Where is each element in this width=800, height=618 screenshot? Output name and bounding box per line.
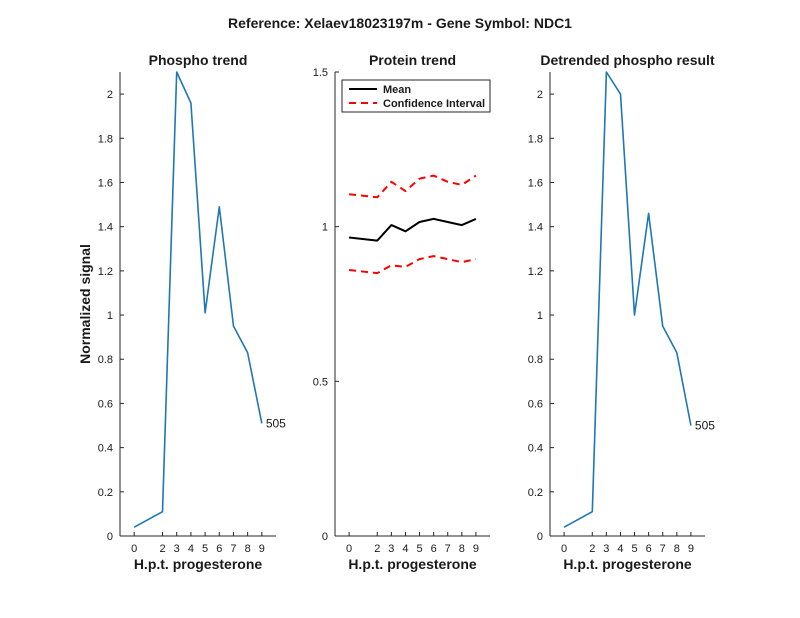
x-tick-label: 7	[660, 543, 666, 555]
x-axis-label: H.p.t. progesterone	[348, 556, 477, 572]
y-tick-label: 0.5	[313, 376, 328, 388]
legend-box	[341, 79, 491, 113]
panel-title: Phospho trend	[149, 52, 248, 68]
x-tick-label: 4	[188, 543, 194, 555]
x-tick-label: 0	[131, 543, 137, 555]
x-tick-label: 0	[561, 543, 567, 555]
x-tick-label: 0	[346, 543, 352, 555]
x-axis-label: H.p.t. progesterone	[134, 556, 263, 572]
x-tick-label: 2	[159, 543, 165, 555]
x-tick-label: 3	[603, 543, 609, 555]
y-tick-label: 0.8	[98, 354, 113, 366]
y-tick-label: 0	[537, 531, 543, 543]
y-tick-label: 0.6	[98, 398, 113, 410]
x-tick-label: 8	[459, 543, 465, 555]
x-tick-label: 9	[259, 543, 265, 555]
y-tick-label: 1	[322, 222, 328, 234]
x-tick-label: 7	[445, 543, 451, 555]
x-tick-label: 9	[473, 543, 479, 555]
y-tick-label: 0.6	[528, 398, 543, 410]
y-tick-label: 0	[322, 531, 328, 543]
x-tick-label: 9	[688, 543, 694, 555]
y-tick-label: 1.4	[98, 222, 113, 234]
y-tick-label: 2	[537, 89, 543, 101]
y-tick-label: 0.8	[528, 354, 543, 366]
y-tick-label: 0.2	[98, 487, 113, 499]
series-line-mean	[348, 217, 477, 242]
x-tick-label: 2	[374, 543, 380, 555]
panel-title: Protein trend	[369, 52, 456, 68]
series-line-phospho	[133, 71, 263, 528]
y-tick-label: 1	[107, 310, 113, 322]
x-tick-label: 5	[631, 543, 637, 555]
y-tick-label: 0	[107, 531, 113, 543]
x-tick-label: 4	[402, 543, 408, 555]
series-end-label: 505	[695, 419, 715, 433]
y-tick-label: 1.8	[528, 133, 543, 145]
y-tick-label: 1.2	[98, 266, 113, 278]
x-tick-label: 7	[230, 543, 236, 555]
y-axis-label: Normalized signal	[77, 244, 93, 364]
x-tick-label: 6	[646, 543, 652, 555]
y-tick-label: 1.8	[98, 133, 113, 145]
x-tick-label: 2	[589, 543, 595, 555]
legend-entry-confidence-interval: Confidence Interval	[383, 98, 485, 110]
y-tick-label: 1.6	[528, 177, 543, 189]
x-tick-label: 6	[216, 543, 222, 555]
figure-title: Reference: Xelaev18023197m - Gene Symbol…	[228, 15, 572, 31]
series-end-label: 505	[266, 416, 286, 430]
y-tick-label: 1.5	[313, 67, 328, 79]
y-tick-label: 2	[107, 89, 113, 101]
legend-entry-mean: Mean	[383, 84, 411, 96]
x-tick-label: 5	[416, 543, 422, 555]
series-line-detrended	[563, 71, 692, 528]
x-tick-label: 8	[674, 543, 680, 555]
series-line-confidence-interval-upper	[348, 174, 477, 199]
y-tick-label: 1.2	[528, 266, 543, 278]
y-tick-label: 0.2	[528, 487, 543, 499]
y-tick-label: 1	[537, 310, 543, 322]
x-tick-label: 4	[617, 543, 623, 555]
panel-title: Detrended phospho result	[540, 52, 715, 68]
x-tick-label: 3	[388, 543, 394, 555]
x-tick-label: 6	[431, 543, 437, 555]
x-tick-label: 5	[202, 543, 208, 555]
y-tick-label: 1.4	[528, 222, 543, 234]
x-tick-label: 3	[174, 543, 180, 555]
y-tick-label: 1.6	[98, 177, 113, 189]
x-axis-label: H.p.t. progesterone	[563, 556, 692, 572]
y-tick-label: 0.4	[98, 443, 113, 455]
series-line-confidence-interval-lower	[348, 255, 477, 275]
y-tick-label: 0.4	[528, 443, 543, 455]
x-tick-label: 8	[245, 543, 251, 555]
